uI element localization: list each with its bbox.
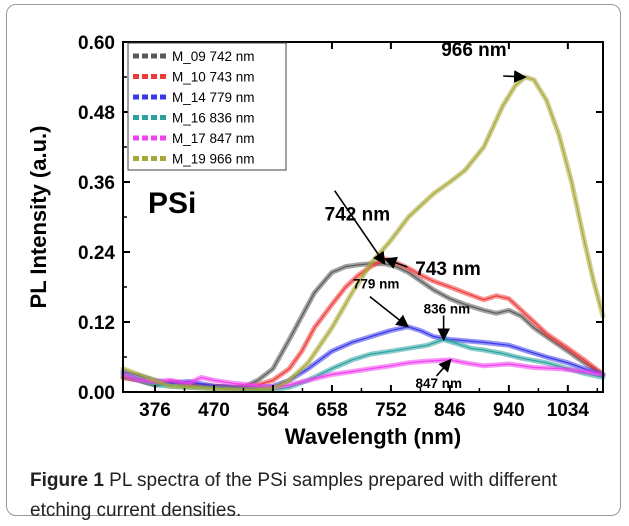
annotation-arrow-3 xyxy=(383,256,408,269)
y-tick-label-2: 0.24 xyxy=(78,243,115,264)
y-tick-label-4: 0.48 xyxy=(78,103,115,124)
annotation-arrow-2 xyxy=(333,190,386,265)
series-line-core-3 xyxy=(122,326,604,390)
legend-label-1: M_09 742 nm xyxy=(172,49,255,64)
x-axis-title: Wavelength (nm) xyxy=(285,424,461,449)
y-tick-label-0: 0.00 xyxy=(78,383,115,404)
legend-label-5: M_17 847 nm xyxy=(172,131,255,146)
annotation-label-1: 966 nm xyxy=(441,40,506,61)
caption-label: Figure 1 xyxy=(30,470,104,491)
x-tick-label-5: 846 xyxy=(434,400,466,421)
axes-layer: 0.00 0.12 0.24 0.36 0.48 0.60 376 470 564 658 752 8… xyxy=(26,33,604,449)
y-tick-label-1: 0.12 xyxy=(78,313,115,334)
pl-spectra-chart: 0.00 0.12 0.24 0.36 0.48 0.60 376 470 564 658 752 8… xyxy=(26,33,606,449)
annotation-label-4: 779 nm xyxy=(353,277,400,292)
x-tick-label-7: 1034 xyxy=(547,400,590,421)
x-tick-label-2: 564 xyxy=(257,400,289,421)
annotation-label-2: 742 nm xyxy=(325,205,390,226)
annotation-arrow-6 xyxy=(435,358,452,377)
legend-label-6: M_19 966 nm xyxy=(172,152,255,167)
annotations-layer: PSi 966 nm 742 nm 743 nm 779 nm 836 nm 847 nm xyxy=(148,40,527,391)
x-tick-label-0: 376 xyxy=(139,400,171,421)
y-axis-title: PL Intensity (a.u.) xyxy=(26,126,51,309)
series-line-core-5 xyxy=(122,359,604,388)
x-tick-label-4: 752 xyxy=(375,400,407,421)
series-layer xyxy=(120,74,606,393)
annotation-arrow-1 xyxy=(503,70,527,83)
chart-legend: M_09 742 nm M_10 743 nm M_14 779 nm M_16 83… xyxy=(127,42,287,171)
annotation-label-5: 836 nm xyxy=(424,302,471,317)
y-tick-label-3: 0.36 xyxy=(78,173,115,194)
x-tick-label-1: 470 xyxy=(198,400,230,421)
y-tick-label-5: 0.60 xyxy=(78,33,115,54)
x-tick-label-6: 940 xyxy=(493,400,525,421)
annotation-arrow-4 xyxy=(369,296,410,328)
psi-label: PSi xyxy=(148,187,196,220)
caption-text: PL spectra of the PSi samples prepared w… xyxy=(30,470,557,521)
legend-box xyxy=(127,42,287,171)
x-tick-label-3: 658 xyxy=(316,400,348,421)
legend-label-3: M_14 779 nm xyxy=(172,90,255,105)
figure-frame xyxy=(6,4,621,516)
annotation-label-3: 743 nm xyxy=(415,259,480,280)
figure-caption: Figure 1 PL spectra of the PSi samples p… xyxy=(30,466,605,526)
legend-label-2: M_10 743 nm xyxy=(172,70,255,85)
annotation-label-6: 847 nm xyxy=(416,376,463,391)
legend-label-4: M_16 836 nm xyxy=(172,111,255,126)
